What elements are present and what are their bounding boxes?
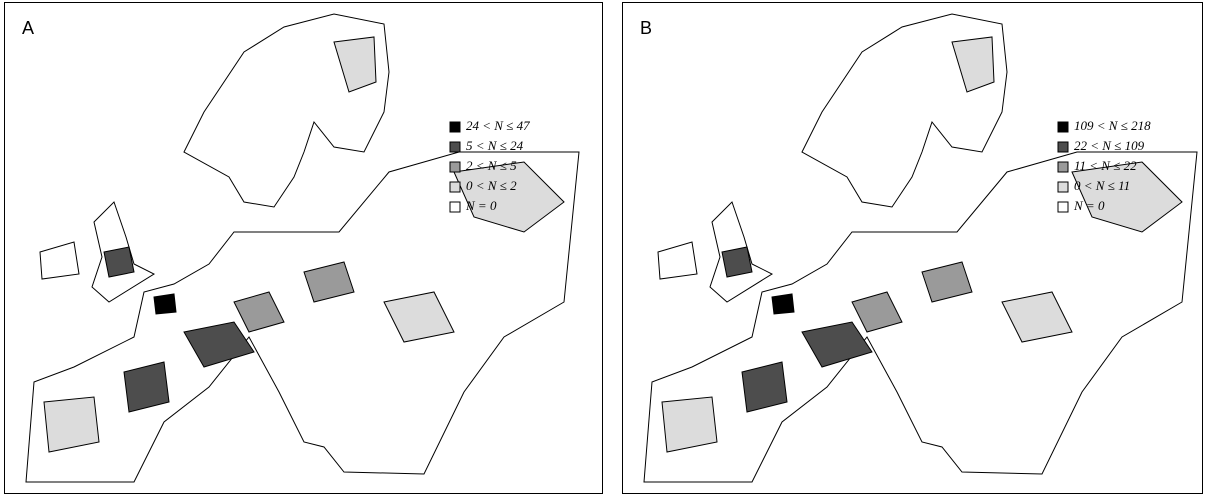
- legend-text: 24 < N ≤ 47: [466, 118, 530, 133]
- panel-b: B 109 < N ≤ 218 22 < N ≤ 109 11 < N ≤ 22 0 …: [622, 2, 1203, 494]
- legend-text: 11 < N ≤ 22: [1074, 158, 1137, 173]
- legend: 109 < N ≤ 218 22 < N ≤ 109 11 < N ≤ 22 0 < …: [1057, 118, 1151, 213]
- legend-text: 5 < N ≤ 24: [466, 138, 524, 153]
- legend-text: 2 < N ≤ 5: [466, 158, 517, 173]
- legend-text: 109 < N ≤ 218: [1074, 118, 1151, 133]
- legend-swatch: [1057, 181, 1069, 193]
- legend-text: 0 < N ≤ 11: [1074, 178, 1130, 193]
- legend-swatch: [449, 161, 461, 173]
- legend-swatch: [449, 201, 461, 213]
- legend-text: N = 0: [1073, 198, 1105, 213]
- legend-text: 22 < N ≤ 109: [1074, 138, 1145, 153]
- map: [643, 13, 1198, 483]
- legend-swatch: [1057, 161, 1069, 173]
- map: [25, 13, 580, 483]
- legend-swatch: [1057, 121, 1069, 133]
- legend-swatch: [449, 181, 461, 193]
- panel-label: B: [640, 18, 652, 38]
- legend-text: N = 0: [465, 198, 497, 213]
- legend-swatch: [1057, 201, 1069, 213]
- panel-label: A: [22, 18, 34, 38]
- panel-a: A 24 < N ≤ 47 5 < N ≤ 24 2 < N ≤ 5 0 < N ≤ …: [4, 2, 603, 494]
- legend-swatch: [449, 121, 461, 133]
- legend-swatch: [449, 141, 461, 153]
- legend-text: 0 < N ≤ 2: [466, 178, 517, 193]
- legend: 24 < N ≤ 47 5 < N ≤ 24 2 < N ≤ 5 0 < N ≤ 2 N…: [449, 118, 530, 213]
- legend-swatch: [1057, 141, 1069, 153]
